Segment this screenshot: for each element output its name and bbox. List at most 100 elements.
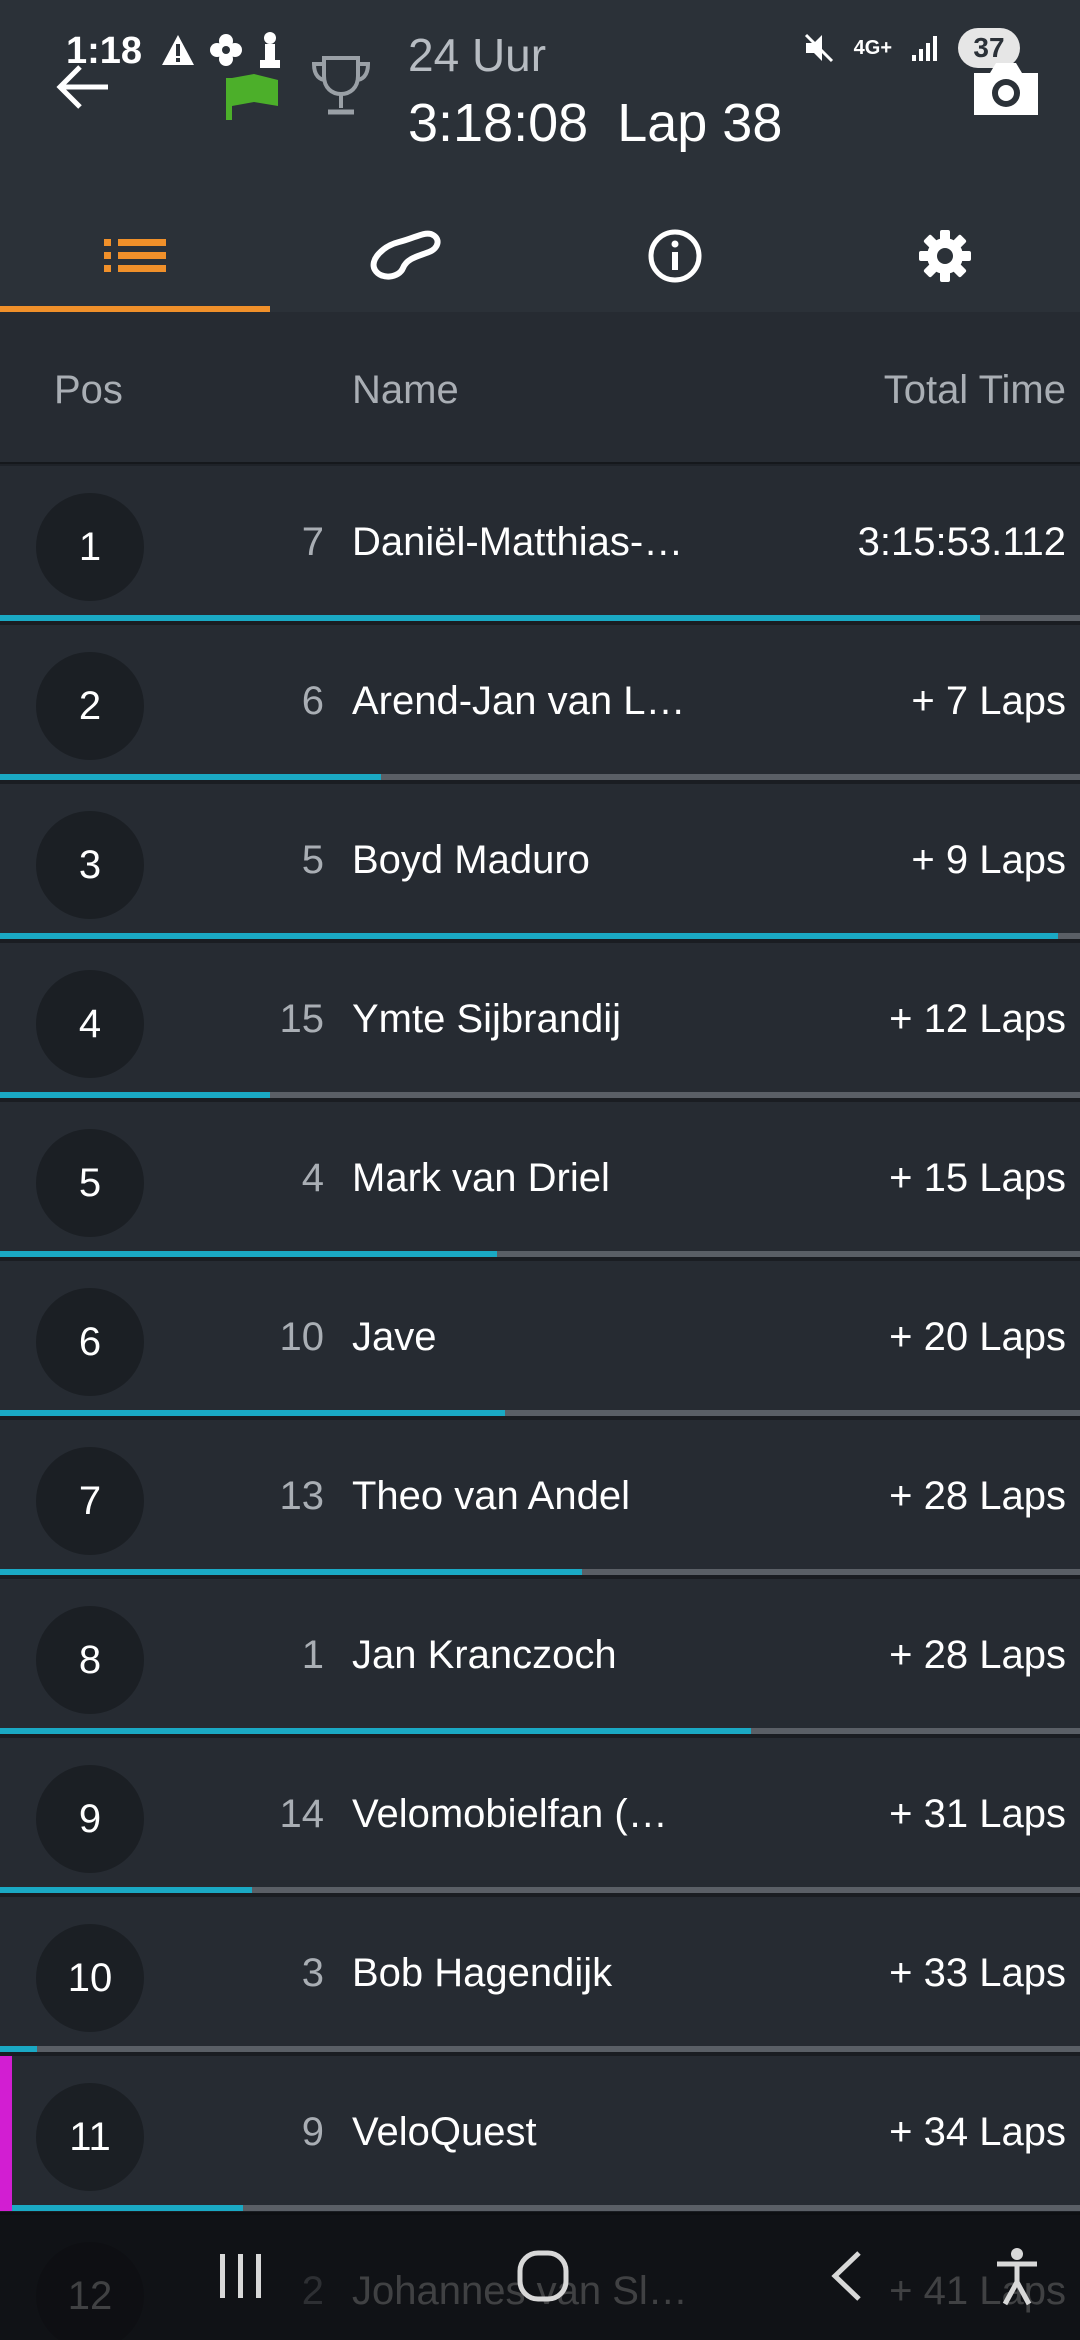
driver-name: Ymte Sijbrandij [352, 997, 622, 1041]
table-row[interactable]: 1 7 Daniël-Matthias-… 3:15:53.112 [0, 466, 1080, 625]
bib-number: 14 [279, 1792, 325, 1836]
trophy-icon[interactable] [306, 50, 376, 120]
position-badge: 4 [36, 970, 144, 1078]
driver-name: Bob Hagendijk [352, 1951, 613, 1995]
lap-progress-bar [0, 1092, 1080, 1098]
lap-progress-fill [0, 2046, 37, 2052]
bib-number: 13 [279, 1474, 325, 1518]
tab-bar [0, 200, 1080, 312]
system-nav-bar [0, 2212, 1080, 2340]
network-type: 4G+ [853, 36, 892, 59]
lap-progress-fill [0, 1887, 252, 1893]
lap-progress-bar [0, 1251, 1080, 1257]
race-name: 24 Uur [408, 29, 547, 81]
tab-standings[interactable] [0, 200, 270, 312]
total-time: + 28 Laps [889, 1633, 1066, 1677]
lap-progress-bar [0, 2205, 1080, 2211]
column-pos[interactable]: Pos [54, 368, 123, 412]
table-row[interactable]: 2 6 Arend-Jan van L… + 7 Laps [0, 625, 1080, 784]
column-total-time[interactable]: Total Time [883, 368, 1066, 412]
table-row[interactable]: 3 5 Boyd Maduro + 9 Laps [0, 784, 1080, 943]
recent-apps-icon [220, 2254, 261, 2298]
accessibility-button[interactable] [972, 2234, 1062, 2318]
lap-progress-fill [0, 933, 1059, 939]
tab-settings[interactable] [810, 200, 1080, 312]
lap-progress-bar [0, 933, 1080, 939]
home-button[interactable] [498, 2234, 588, 2318]
total-time: + 34 Laps [889, 2110, 1066, 2154]
lap-progress-fill [0, 1251, 497, 1257]
battery-badge: 37 [958, 28, 1020, 68]
header: 1:18 4G+ [0, 0, 1080, 312]
driver-name: Velomobielfan (… [352, 1792, 668, 1836]
total-time: + 20 Laps [889, 1315, 1066, 1359]
lap-progress-bar [0, 2046, 1080, 2052]
back-arrow-icon[interactable] [52, 55, 116, 119]
home-icon [517, 2250, 569, 2302]
track-icon [370, 230, 441, 280]
warning-icon [162, 35, 194, 65]
lap-progress-bar [0, 1887, 1080, 1893]
lap-progress-bar [0, 615, 1080, 621]
bib-number: 10 [279, 1315, 325, 1359]
table-row[interactable]: 8 1 Jan Kranczoch + 28 Laps [0, 1579, 1080, 1738]
lap-progress-fill [0, 1092, 270, 1098]
table-row[interactable]: 4 15 Ymte Sijbrandij + 12 Laps [0, 943, 1080, 1102]
table-row[interactable]: 5 4 Mark van Driel + 15 Laps [0, 1102, 1080, 1261]
table-row[interactable]: 7 13 Theo van Andel + 28 Laps [0, 1420, 1080, 1579]
table-row[interactable]: 10 3 Bob Hagendijk + 33 Laps [0, 1897, 1080, 2056]
green-flag-icon [226, 74, 278, 120]
position-badge: 10 [36, 1924, 144, 2032]
lap-progress-bar [0, 1569, 1080, 1575]
lap-progress-fill [0, 2205, 243, 2211]
lap-progress-fill [0, 1728, 751, 1734]
bib-number: 1 [301, 1633, 324, 1677]
tab-track[interactable] [270, 200, 540, 312]
position-badge: 5 [36, 1129, 144, 1237]
table-row[interactable]: 11 9 VeloQuest + 34 Laps [0, 2056, 1080, 2215]
lap-progress-bar [0, 774, 1080, 780]
camera-icon[interactable] [968, 55, 1044, 121]
status-time: 1:18 [66, 30, 143, 72]
list-icon [104, 239, 166, 272]
position-badge: 2 [36, 652, 144, 760]
table-row[interactable]: 6 10 Jave + 20 Laps [0, 1261, 1080, 1420]
chess-pawn-icon [260, 32, 280, 68]
lap-progress-fill [0, 1569, 583, 1575]
status-icons-left [160, 30, 284, 70]
bib-number: 6 [301, 679, 324, 723]
back-button[interactable] [802, 2234, 892, 2318]
position-badge: 7 [36, 1447, 144, 1555]
driver-name: Daniël-Matthias-… [352, 520, 684, 564]
race-clock: 3:18:08 Lap 38 [408, 92, 782, 154]
bib-number: 5 [301, 838, 324, 882]
table-row[interactable]: 9 14 Velomobielfan (… + 31 Laps [0, 1738, 1080, 1897]
position-badge: 3 [36, 811, 144, 919]
bib-number: 15 [279, 997, 325, 1041]
tab-info[interactable] [540, 200, 810, 312]
fan-icon [210, 34, 242, 66]
recent-apps-button[interactable] [196, 2234, 286, 2318]
total-time: + 7 Laps [911, 679, 1066, 723]
total-time: + 28 Laps [889, 1474, 1066, 1518]
bib-number: 4 [301, 1156, 324, 1200]
total-time: 3:15:53.112 [857, 520, 1066, 564]
position-badge: 1 [36, 493, 144, 601]
bib-number: 7 [301, 520, 324, 564]
total-time: + 15 Laps [889, 1156, 1066, 1200]
status-icons-right: 4G+ 37 [802, 28, 1020, 68]
signal-icon [912, 36, 937, 61]
bib-number: 9 [301, 2110, 324, 2154]
position-badge: 11 [36, 2083, 144, 2191]
lap-progress-bar [0, 1410, 1080, 1416]
total-time: + 9 Laps [911, 838, 1066, 882]
column-name[interactable]: Name [352, 368, 459, 412]
gear-icon [919, 230, 971, 282]
position-badge: 8 [36, 1606, 144, 1714]
lap-progress-fill [0, 1410, 506, 1416]
column-header: Pos Name Total Time [0, 312, 1080, 464]
lap-progress-fill [0, 774, 382, 780]
total-time: + 33 Laps [889, 1951, 1066, 1995]
lap-progress-fill [0, 615, 980, 621]
driver-name: Mark van Driel [352, 1156, 610, 1200]
